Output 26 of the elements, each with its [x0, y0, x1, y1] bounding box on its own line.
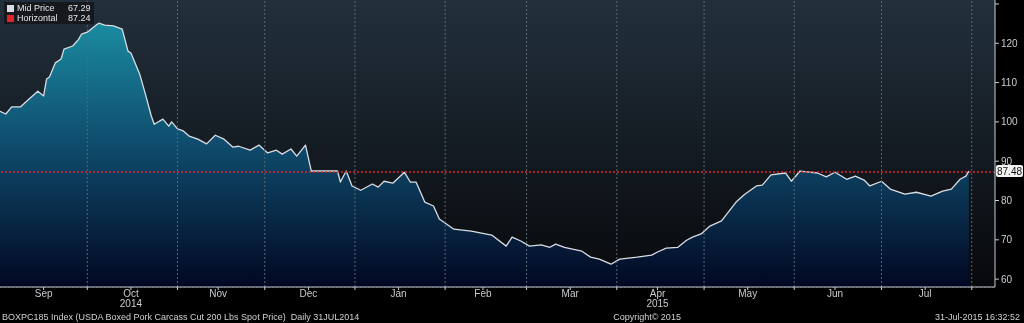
- text: BOXPC185 Index (USDA Boxed Pork Carcass Cut 200 Lbs Spot Price) Daily 31JUL2014: [2, 312, 360, 322]
- legend-label: Mid Price: [17, 3, 56, 13]
- annotation: 67.29: [68, 3, 91, 13]
- y-tick-label: 110: [1001, 77, 1018, 89]
- y-tick-label: 100: [1001, 116, 1019, 128]
- text: 31-Jul-2015 16:32:52: [934, 312, 1020, 322]
- annotation: 87.24: [68, 13, 91, 23]
- x-tick-label: Nov: [209, 288, 228, 299]
- y-tick-label: 90: [1001, 155, 1013, 167]
- x-tick-label: Feb: [474, 288, 493, 299]
- legend-label: Horizontal: [17, 13, 59, 23]
- y-tick-label: 60: [1001, 273, 1013, 285]
- y-tick-label: 80: [1001, 195, 1013, 207]
- x-tick-label: Jun: [826, 288, 844, 299]
- x-tick-label: Dec: [299, 288, 318, 299]
- x-tick-label: Mar: [561, 288, 580, 299]
- x-tick-label: May: [738, 288, 758, 299]
- y-tick-label: 120: [1001, 37, 1019, 49]
- x-tick-label: Jan: [390, 288, 407, 299]
- text: Copyright© 2015: [613, 312, 681, 322]
- x-tick-label: Apr 2015: [646, 288, 670, 309]
- annotation: 87.48: [996, 165, 1023, 177]
- x-tick-label: Oct 2014: [119, 288, 143, 309]
- y-tick-label: 70: [1001, 234, 1013, 246]
- x-tick-label: Jul: [918, 288, 932, 299]
- x-tick-label: Sep: [34, 288, 53, 299]
